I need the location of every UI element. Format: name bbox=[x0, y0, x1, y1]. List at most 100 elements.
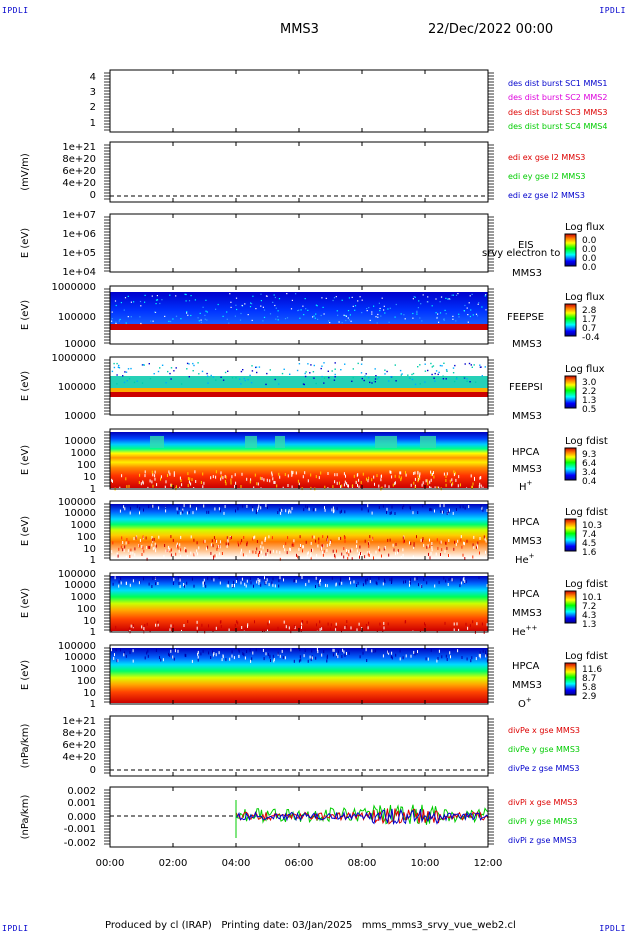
speckle bbox=[340, 576, 342, 580]
speckle bbox=[452, 294, 454, 296]
speckle bbox=[124, 651, 125, 655]
speckle bbox=[304, 471, 306, 475]
speckle bbox=[371, 311, 373, 313]
speckle bbox=[464, 542, 465, 546]
speckle bbox=[444, 309, 446, 311]
speckle bbox=[443, 576, 445, 580]
speckle bbox=[149, 545, 151, 549]
speckle bbox=[367, 479, 369, 483]
speckle bbox=[452, 511, 454, 515]
speckle bbox=[445, 474, 447, 478]
speckle bbox=[453, 380, 456, 383]
speckle bbox=[213, 536, 215, 540]
speckle bbox=[417, 366, 419, 368]
speckle bbox=[173, 370, 175, 372]
speckle bbox=[346, 652, 347, 655]
speckle bbox=[484, 366, 486, 368]
speckle bbox=[465, 622, 467, 626]
speckle bbox=[152, 484, 154, 488]
y-axis-label: (nPa/km) bbox=[20, 724, 31, 769]
speckle bbox=[315, 576, 317, 580]
speckle bbox=[220, 471, 222, 475]
speckle bbox=[458, 316, 460, 318]
speckle bbox=[319, 620, 321, 624]
speckle bbox=[257, 578, 259, 581]
legend-entry: divPi y gse MMS3 bbox=[508, 817, 577, 826]
speckle bbox=[402, 536, 404, 540]
speckle bbox=[431, 508, 433, 512]
speckle bbox=[455, 543, 457, 547]
speckle bbox=[179, 543, 181, 547]
speckle bbox=[326, 548, 328, 552]
speckle bbox=[472, 543, 474, 547]
colorbar-tick: 2.9 bbox=[582, 692, 597, 702]
speckle bbox=[419, 629, 421, 633]
legend-entry: des dist burst SC1 MMS1 bbox=[508, 79, 607, 88]
speckle bbox=[457, 649, 459, 653]
colorbar-tick: 1.7 bbox=[582, 315, 596, 325]
speckle bbox=[333, 509, 335, 513]
panel-hpca-he1: 100000 10000 1000 100 10 1 E (eV) HPCA M… bbox=[20, 497, 608, 566]
speckle bbox=[262, 555, 263, 559]
speckle bbox=[299, 535, 301, 539]
speckle bbox=[441, 365, 443, 367]
speckle bbox=[455, 508, 457, 511]
speckle bbox=[265, 504, 267, 508]
speckle bbox=[240, 485, 242, 488]
speckle bbox=[320, 471, 322, 475]
speckle bbox=[302, 545, 304, 549]
speckle bbox=[421, 320, 423, 322]
speckle bbox=[227, 539, 229, 543]
speckle bbox=[279, 557, 281, 561]
speckle bbox=[258, 366, 261, 368]
colorbar-tick: -0.4 bbox=[582, 333, 600, 343]
speckle bbox=[242, 553, 244, 557]
colorbar-title: Log flux bbox=[565, 292, 605, 303]
speckle bbox=[191, 478, 193, 482]
speckle bbox=[266, 578, 268, 582]
speckle bbox=[130, 367, 132, 370]
speckle bbox=[113, 556, 115, 560]
speckle bbox=[318, 540, 320, 544]
speckle bbox=[272, 577, 274, 581]
speckle bbox=[443, 319, 445, 321]
speckle bbox=[206, 375, 209, 377]
speckle bbox=[462, 578, 464, 582]
speckle bbox=[438, 580, 440, 584]
colorbar-title: Log fdist bbox=[565, 507, 608, 518]
ytick-label: 100000 bbox=[58, 641, 96, 652]
colorbar-tick: 3.0 bbox=[582, 378, 597, 388]
speckle bbox=[481, 375, 483, 377]
speckle bbox=[130, 548, 132, 552]
spectrogram-speckle bbox=[111, 648, 488, 663]
speckle bbox=[303, 654, 305, 658]
speckle bbox=[299, 317, 301, 319]
speckle bbox=[133, 301, 135, 303]
speckle bbox=[274, 296, 276, 299]
speckle bbox=[271, 536, 273, 540]
speckle bbox=[288, 626, 290, 630]
speckle bbox=[224, 505, 226, 509]
speckle bbox=[187, 484, 189, 488]
speckle bbox=[116, 383, 118, 385]
speckle bbox=[284, 656, 286, 660]
speckle bbox=[486, 509, 488, 512]
speckle bbox=[338, 537, 340, 541]
speckle bbox=[400, 313, 402, 315]
speckle bbox=[218, 651, 220, 655]
speckle bbox=[402, 506, 404, 510]
spacecraft-label: MMS3 bbox=[512, 339, 542, 350]
colorbar-tick: 0.0 bbox=[582, 236, 597, 246]
speckle bbox=[404, 318, 406, 320]
speckle bbox=[182, 508, 184, 512]
speckle bbox=[333, 297, 336, 299]
speckle bbox=[194, 470, 196, 474]
speckle bbox=[117, 366, 120, 368]
speckle bbox=[375, 550, 377, 554]
speckle bbox=[246, 579, 248, 583]
speckle bbox=[186, 554, 188, 558]
speckle bbox=[379, 548, 381, 552]
speckle bbox=[138, 481, 140, 484]
speckle bbox=[382, 628, 384, 632]
